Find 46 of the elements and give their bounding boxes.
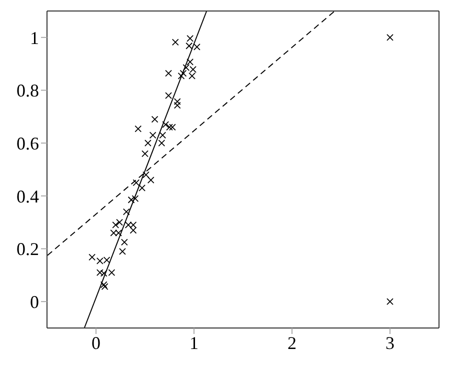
point [134, 125, 142, 132]
point [116, 218, 123, 226]
point [120, 238, 128, 246]
x-tick-label: 3 [386, 332, 394, 353]
x-tick-label: 2 [288, 332, 296, 353]
point [166, 124, 173, 131]
point [142, 171, 150, 178]
point [174, 98, 181, 106]
y-tick-label: 0.8 [16, 80, 39, 101]
y-tick-label: 1 [30, 28, 39, 48]
y-tick-label: 0.2 [16, 239, 39, 260]
point [101, 283, 108, 290]
point [186, 35, 194, 42]
point [178, 72, 185, 80]
point [142, 150, 148, 158]
point [147, 176, 154, 184]
point [165, 92, 172, 99]
point [186, 58, 194, 66]
point [386, 34, 394, 41]
point [132, 195, 139, 202]
point [180, 70, 187, 77]
point [159, 132, 166, 139]
point [138, 184, 146, 192]
y-tick-label: 0.6 [16, 133, 39, 154]
point [96, 269, 104, 276]
point [122, 208, 130, 216]
point [174, 102, 181, 109]
point [128, 196, 135, 204]
point [112, 222, 120, 228]
x-tick-label: 0 [92, 332, 100, 353]
point [172, 38, 179, 46]
point [158, 140, 166, 147]
point [386, 298, 394, 306]
y-tick-label: 0 [30, 292, 39, 312]
point [188, 72, 196, 80]
point [132, 179, 140, 186]
point [165, 70, 172, 77]
x-tick-label: 1 [190, 332, 198, 353]
point [119, 248, 126, 255]
point [144, 140, 152, 147]
point [88, 254, 96, 261]
point [149, 132, 156, 139]
point [151, 116, 158, 123]
y-tick-label: 0.4 [16, 186, 39, 206]
point [100, 281, 108, 288]
point [130, 226, 137, 234]
